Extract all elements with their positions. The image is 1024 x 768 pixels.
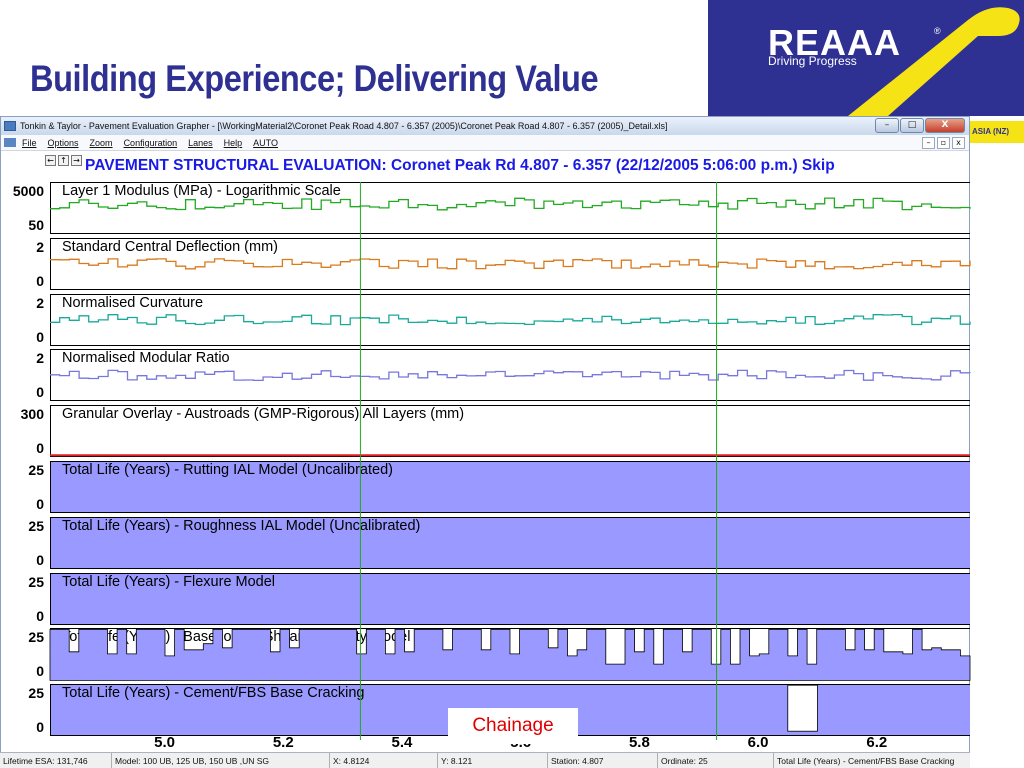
status-model: Model: 100 UB, 125 UB, 150 UB ,UN SG (112, 753, 330, 768)
panel-label: Total Life (Years) - Rutting IAL Model (… (62, 462, 393, 478)
arrow-left-icon[interactable]: ← (45, 155, 56, 166)
status-current-panel: Total Life (Years) - Cement/FBS Base Cra… (777, 756, 955, 766)
series-line (50, 313, 971, 326)
document-icon (4, 138, 16, 147)
y-min-label: 50 (28, 217, 44, 233)
mdi-restore-button[interactable]: ▫ (937, 137, 950, 149)
menu-options[interactable]: Options (47, 137, 79, 148)
plot-panel-3[interactable] (50, 293, 970, 346)
status-station: Station: 4.807 (548, 753, 658, 768)
y-min-label: 0 (36, 607, 44, 624)
plot-panel-1[interactable] (50, 182, 970, 234)
y-min-label: 0 (36, 663, 44, 680)
y-max-label: 25 (28, 629, 44, 646)
panel-label: Standard Central Deflection (mm) (62, 238, 278, 255)
y-max-label: 25 (28, 573, 44, 590)
series-line (50, 369, 971, 382)
menu-configuration[interactable]: Configuration (123, 137, 178, 148)
status-ordinate: Ordinate: 25 (658, 753, 774, 768)
series-gap (787, 684, 818, 732)
statusbar: Lifetime ESA: 131,746 Model: 100 UB, 125… (0, 752, 970, 768)
panel-label: Normalised Curvature (62, 294, 204, 311)
reaaa-logo: REAAA ® Driving Progress (708, 0, 1024, 116)
x-axis-title: Chainage (448, 708, 578, 744)
y-min-label: 0 (36, 328, 44, 345)
panel-label: Total Life (Years) - Flexure Model (62, 573, 276, 590)
navigation-arrows: ← ↑ → (45, 155, 82, 166)
logo-registered-mark: ® (934, 26, 941, 36)
logo-wordmark: REAAA (768, 22, 902, 63)
y-max-label: 5000 (12, 183, 44, 199)
y-max-label: 2 (36, 294, 44, 311)
logo-tagline: Driving Progress (768, 54, 857, 68)
plot-panel-5[interactable] (50, 405, 970, 458)
y-max-label: 25 (28, 685, 44, 702)
x-tick-label: 6.2 (866, 734, 888, 751)
series-line (50, 197, 971, 211)
arrow-right-icon[interactable]: → (71, 155, 82, 166)
y-max-label: 25 (28, 462, 44, 478)
close-button[interactable]: X (925, 118, 965, 133)
plot-panel-7[interactable] (50, 516, 970, 569)
y-min-label: 0 (36, 440, 44, 457)
series-line (50, 258, 971, 270)
panel-label: Total Life (Years) - Roughness IAL Model… (62, 517, 421, 534)
slide-title: Building Experience; Delivering Value (30, 58, 599, 99)
y-max-label: 25 (28, 517, 44, 534)
menu-lanes[interactable]: Lanes (188, 137, 213, 148)
app-icon (4, 121, 16, 131)
menu-zoom[interactable]: Zoom (89, 137, 113, 148)
y-min-label: 0 (36, 496, 44, 512)
x-tick-label: 5.8 (628, 734, 650, 751)
x-tick-label: 5.0 (154, 734, 175, 751)
y-min-label: 0 (36, 719, 44, 736)
y-max-label: 2 (36, 350, 44, 367)
y-min-label: 0 (36, 551, 44, 568)
y-min-label: 0 (36, 272, 44, 289)
window-titlebar[interactable]: Tonkin & Taylor - Pavement Evaluation Gr… (1, 117, 969, 135)
plot-panel-8[interactable] (50, 572, 970, 625)
x-tick-label: 5.2 (272, 734, 294, 751)
logo-swoosh-icon (848, 7, 1020, 116)
menu-auto[interactable]: AUTO (253, 137, 278, 148)
y-max-label: 2 (36, 238, 44, 255)
status-y: Y: 8.121 (438, 753, 548, 768)
series-step-fill (49, 629, 971, 681)
window-title: Tonkin & Taylor - Pavement Evaluation Gr… (20, 121, 668, 131)
minimize-button[interactable]: – (875, 118, 899, 133)
menubar: File Options Zoom Configuration Lanes He… (1, 135, 969, 151)
menu-help[interactable]: Help (223, 137, 243, 148)
plot-panel-2[interactable] (50, 237, 970, 290)
y-min-label: 0 (36, 384, 44, 401)
mdi-minimize-button[interactable]: – (922, 137, 935, 149)
logo-region-strip: ASIA (NZ) (970, 121, 1024, 143)
panel-label: Total Life (Years) - Cement/FBS Base Cra… (62, 685, 365, 702)
mdi-close-button[interactable]: x (952, 137, 965, 149)
maximize-button[interactable]: □ (900, 118, 924, 133)
plot-panel-6[interactable] (50, 461, 970, 513)
panel-label: Layer 1 Modulus (MPa) - Logarithmic Scal… (62, 183, 341, 199)
status-x: X: 4.8124 (330, 753, 438, 768)
arrow-up-icon[interactable]: ↑ (58, 155, 69, 166)
menu-file[interactable]: File (22, 137, 37, 148)
x-tick-label: 6.0 (747, 734, 769, 751)
x-tick-label: 5.4 (391, 734, 413, 751)
chart-title: PAVEMENT STRUCTURAL EVALUATION: Coronet … (85, 157, 835, 174)
panel-label: Granular Overlay - Austroads (GMP-Rigoro… (62, 406, 465, 423)
status-lifetime-esa: Lifetime ESA: 131,746 (0, 753, 112, 768)
panel-label: Normalised Modular Ratio (62, 350, 230, 367)
y-max-label: 300 (20, 406, 44, 423)
